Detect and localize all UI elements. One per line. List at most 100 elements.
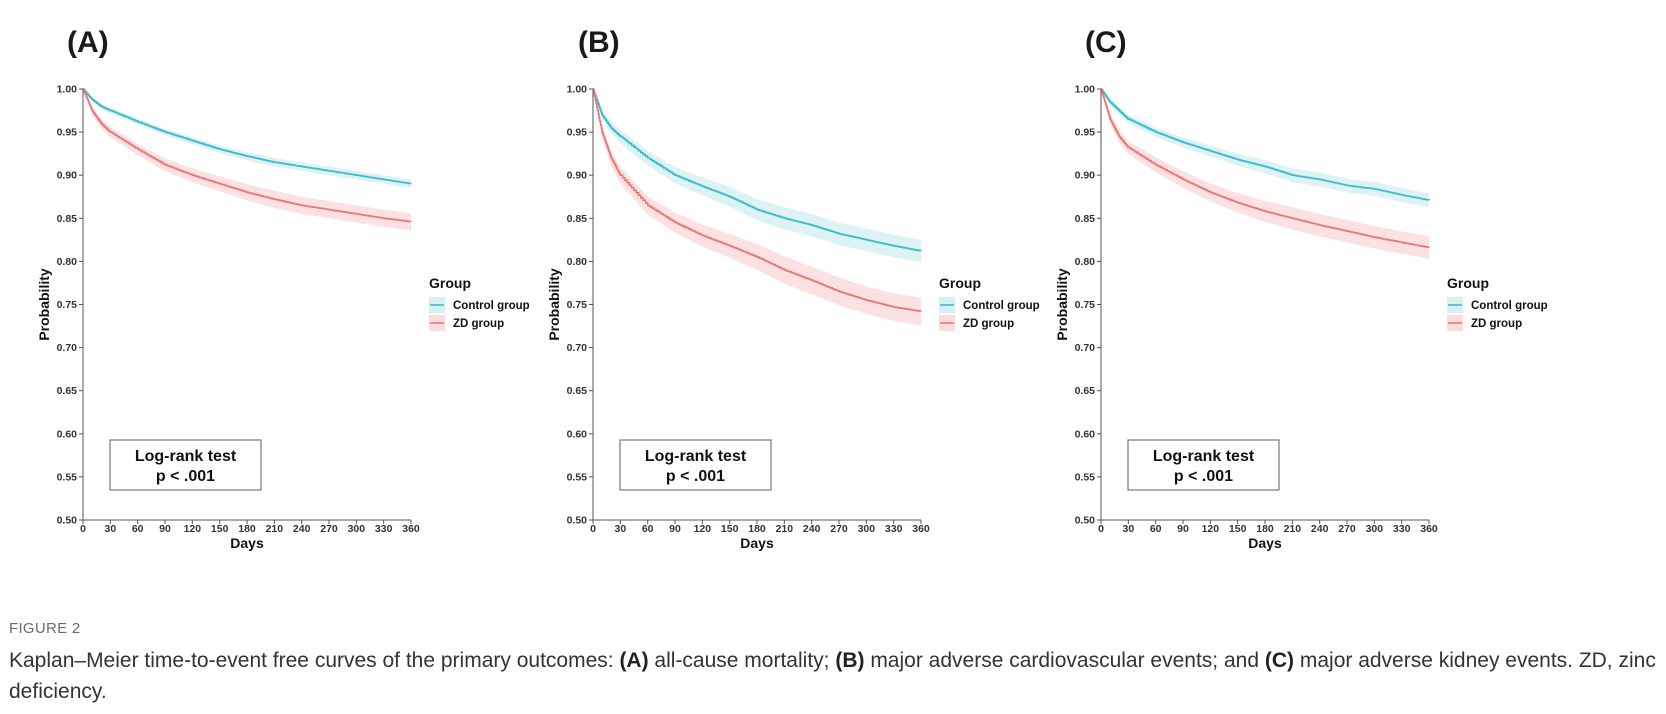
x-tick-label: 240 [1311, 523, 1329, 535]
y-tick-label: 0.80 [57, 256, 78, 268]
legend-label-zd: ZD group [963, 318, 1014, 330]
x-tick-label: 360 [912, 523, 930, 535]
legend-label-zd: ZD group [453, 318, 504, 330]
x-axis-title: Days [740, 535, 774, 551]
caption-fragment: major adverse cardiovascular events; and [864, 649, 1265, 672]
ci-band-control [593, 89, 921, 263]
y-tick-label: 0.95 [567, 127, 588, 139]
caption-fragment: Kaplan–Meier time-to-event free curves o… [9, 649, 620, 672]
y-tick-label: 0.80 [567, 256, 588, 268]
km-figure: (A) 0.50 0.55 0.60 0.65 0.70 0.75 0.80 0.85 0.90 0… [36, 26, 1548, 551]
x-tick-label: 90 [1177, 523, 1189, 535]
logrank-title: Log-rank test [645, 448, 747, 465]
legend-label-zd: ZD group [1471, 318, 1522, 330]
y-tick-label: 1.00 [57, 84, 78, 96]
caption-label: FIGURE 2 [9, 620, 81, 637]
x-tick-label: 210 [776, 523, 794, 535]
y-tick-label: 0.90 [1075, 170, 1096, 182]
y-tick-label: 0.65 [567, 385, 588, 397]
logrank-pvalue: p < .001 [666, 468, 725, 485]
legend-title: Group [429, 275, 471, 291]
ci-band-control [83, 89, 411, 189]
x-tick-label: 270 [1338, 523, 1356, 535]
y-tick-label: 1.00 [567, 84, 588, 96]
caption-panel-ref: (A) [619, 649, 649, 672]
km-panel-a: (A) 0.50 0.55 0.60 0.65 0.70 0.75 0.80 0.85 0.90 0… [36, 26, 530, 551]
km-curve-control [83, 88, 412, 185]
legend-label-control: Control group [453, 300, 530, 312]
caption-panel-ref: (C) [1264, 649, 1295, 672]
logrank-title: Log-rank test [135, 448, 237, 465]
logrank-pvalue: p < .001 [1174, 468, 1233, 485]
x-tick-label: 120 [694, 523, 712, 535]
y-tick-label: 0.60 [57, 428, 78, 440]
panel-label: (C) [1085, 26, 1127, 59]
y-tick-label: 0.95 [57, 127, 78, 139]
x-tick-label: 90 [159, 523, 171, 535]
km-curve-control [593, 88, 922, 252]
x-tick-label: 300 [348, 523, 366, 535]
x-tick-label: 0 [590, 523, 596, 535]
km-curve-zd [593, 88, 922, 312]
y-tick-label: 0.75 [567, 299, 588, 311]
x-tick-label: 180 [748, 523, 766, 535]
y-tick-label: 0.85 [57, 213, 78, 225]
x-tick-label: 0 [1098, 523, 1104, 535]
figure-caption: FIGURE 2 Kaplan–Meier time-to-event free… [9, 620, 1659, 707]
caption-text: Kaplan–Meier time-to-event free curves o… [9, 645, 1659, 707]
x-axis-title: Days [230, 535, 264, 551]
y-tick-label: 0.75 [1075, 299, 1096, 311]
caption-fragment: major adverse kidney events. ZD, zinc de… [9, 649, 1656, 703]
x-tick-label: 60 [132, 523, 144, 535]
y-axis-title: Probability [36, 268, 52, 341]
x-tick-label: 210 [266, 523, 284, 535]
y-tick-label: 0.85 [567, 213, 588, 225]
x-tick-label: 240 [803, 523, 821, 535]
x-tick-label: 330 [885, 523, 903, 535]
caption-fragment: all-cause mortality; [648, 649, 836, 672]
x-tick-label: 150 [721, 523, 739, 535]
logrank-box [109, 439, 262, 491]
y-tick-label: 0.55 [57, 471, 78, 483]
y-tick-label: 0.55 [567, 471, 588, 483]
y-tick-label: 0.60 [1075, 428, 1096, 440]
y-tick-label: 1.00 [1075, 84, 1096, 96]
ci-band-zd [1101, 89, 1429, 259]
x-tick-label: 30 [614, 523, 626, 535]
panel-label: (B) [578, 26, 620, 59]
km-curve-zd [1101, 88, 1430, 248]
y-tick-label: 0.65 [1075, 385, 1096, 397]
x-tick-label: 210 [1284, 523, 1302, 535]
km-panel-b: (B) 0.50 0.55 0.60 0.65 0.70 0.75 0.80 0.85 0.90 0… [546, 26, 1040, 551]
y-tick-label: 0.70 [57, 342, 78, 354]
y-tick-label: 0.70 [1075, 342, 1096, 354]
x-tick-label: 0 [80, 523, 86, 535]
ci-band-control [1101, 89, 1429, 208]
logrank-box [1127, 439, 1280, 491]
y-tick-label: 0.80 [1075, 256, 1096, 268]
ci-band-zd [593, 89, 921, 326]
logrank-box [619, 439, 772, 491]
x-tick-label: 180 [238, 523, 256, 535]
x-axis-title: Days [1248, 535, 1282, 551]
x-tick-label: 150 [211, 523, 229, 535]
caption-panel-ref: (B) [835, 649, 865, 672]
y-axis-title: Probability [1054, 268, 1070, 341]
km-curve-control [1101, 88, 1430, 201]
x-tick-label: 60 [1150, 523, 1162, 535]
x-tick-label: 330 [1393, 523, 1411, 535]
x-tick-label: 60 [642, 523, 654, 535]
x-tick-label: 120 [1202, 523, 1220, 535]
logrank-title: Log-rank test [1153, 448, 1255, 465]
y-tick-label: 0.90 [567, 170, 588, 182]
x-tick-label: 270 [320, 523, 338, 535]
legend-title: Group [939, 275, 981, 291]
y-tick-label: 0.95 [1075, 127, 1096, 139]
y-tick-label: 0.65 [57, 385, 78, 397]
x-tick-label: 180 [1256, 523, 1274, 535]
x-tick-label: 330 [375, 523, 393, 535]
km-curve-zd [83, 88, 412, 223]
legend-label-control: Control group [1471, 300, 1548, 312]
y-tick-label: 0.70 [567, 342, 588, 354]
x-tick-label: 30 [104, 523, 116, 535]
